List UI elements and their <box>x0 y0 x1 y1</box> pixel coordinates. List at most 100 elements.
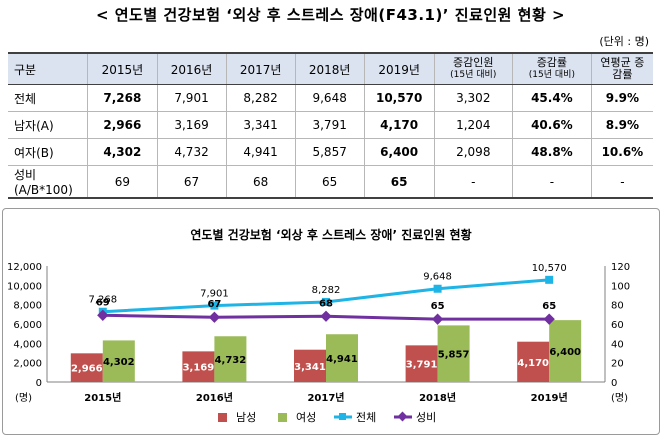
y-left-tick-label: 6,000 <box>13 320 42 331</box>
header-change-count-label: 증감인원 <box>453 56 494 69</box>
total-marker <box>322 297 330 306</box>
table-cell: 8,282 <box>225 84 296 112</box>
y-right-tick-label: 60 <box>611 320 624 331</box>
chart-title: 연도별 건강보험 ‘외상 후 스트레스 장애’ 진료인원 현황 <box>190 227 471 242</box>
table-row: 성비(A/B*100) 69 67 68 65 65- - - <box>8 165 653 199</box>
table-cell: 5,857 <box>294 138 365 166</box>
y-left-tick-label: 0 <box>36 378 42 389</box>
x-tick-label: 2015년 <box>84 391 121 404</box>
header-2016: 2016년 <box>156 52 227 85</box>
table-cell: 3,341 <box>225 111 296 139</box>
table-cell: 3,302 <box>433 84 513 112</box>
bar-data-label: 3,791 <box>406 360 438 371</box>
y-left-tick-label: 4,000 <box>13 339 42 350</box>
table-cell: 7,901 <box>156 84 227 112</box>
table-cell: - <box>511 165 592 199</box>
bar-data-label: 4,941 <box>326 354 358 365</box>
y-right-tick-label: 120 <box>611 262 630 273</box>
sex-ratio-marker <box>320 310 332 322</box>
sex-ratio-data-label: 65 <box>542 301 556 312</box>
header-change-count: 증감인원 (15년 대비) <box>433 52 513 85</box>
sex-ratio-data-label: 67 <box>207 299 221 310</box>
sex-ratio-data-label: 65 <box>431 301 445 312</box>
y-right-unit: (명) <box>611 392 628 404</box>
row-label: 여자(B) <box>8 138 88 166</box>
x-tick-label: 2019년 <box>531 391 568 404</box>
page-title: < 연도별 건강보험 ‘외상 후 스트레스 장애(F43.1)’ 진료인원 현황… <box>95 6 566 24</box>
y-left-tick-label: 12,000 <box>7 262 42 273</box>
table-row: 전체 7,268 7,901 8,282 9,648 10,570 3,302 45.4% 9.… <box>8 84 653 112</box>
table-row: 여자(B) 4,302 4,732 4,941 5,857 6,400 2,098 48.8%… <box>8 138 653 166</box>
header-change-rate-label: 증감률 <box>536 56 568 69</box>
bar-male <box>405 345 438 382</box>
total-data-label: 7,268 <box>88 295 117 306</box>
bar-data-label: 3,169 <box>183 363 215 374</box>
legend-swatch-marker <box>339 413 346 420</box>
combo-chart: 연도별 건강보험 ‘외상 후 스트레스 장애’ 진료인원 현황 0 2,000 4,0… <box>7 227 630 424</box>
table-header-row: 구분 2015년 2016년 2017년 2018년 2019년 증감인원 (1… <box>8 52 653 85</box>
total-data-label: 10,570 <box>532 263 567 274</box>
bar-data-label: 6,400 <box>549 347 581 358</box>
total-marker <box>545 275 554 284</box>
bar-data-label: 4,302 <box>103 357 135 368</box>
x-tick-label: 2016년 <box>196 391 233 404</box>
table-cell: 9.9% <box>590 84 653 112</box>
sex-ratio-marker <box>431 313 444 325</box>
y-left-tick-label: 2,000 <box>13 359 42 370</box>
bar-data-label: 3,341 <box>294 362 326 373</box>
header-change-rate: 증감률 (15년 대비) <box>511 52 592 85</box>
table-cell: 3,791 <box>294 111 365 139</box>
table-cell: - <box>433 165 513 199</box>
bar-data-label: 2,966 <box>71 364 103 375</box>
legend-swatch-marker <box>397 411 408 422</box>
legend-label: 여성 <box>296 411 316 424</box>
header-2017: 2017년 <box>225 52 296 85</box>
bar-data-label: 4,170 <box>517 358 549 369</box>
table-cell: 45.4% <box>511 84 592 112</box>
y-right-tick-label: 20 <box>611 359 624 370</box>
table-cell: 68 <box>225 165 296 199</box>
table-cell: 69 <box>87 165 158 199</box>
sex-ratio-marker <box>97 309 109 321</box>
table-cell: 9,648 <box>294 84 365 112</box>
y-right-tick-label: 0 <box>611 378 617 389</box>
sex-ratio-data-label: 69 <box>96 297 110 308</box>
sex-ratio-data-label: 68 <box>319 298 333 309</box>
chart-container: 연도별 건강보험 ‘외상 후 스트레스 장애’ 진료인원 현황 0 2,000 4,0… <box>2 208 660 435</box>
y-right-tick-label: 100 <box>611 281 630 292</box>
total-marker <box>210 301 219 310</box>
table-cell: 4,732 <box>156 138 227 166</box>
table-cell: 4,170 <box>363 111 435 139</box>
header-2018: 2018년 <box>294 52 365 85</box>
unit-note: (단위 : 명) <box>599 35 649 48</box>
y-right-tick-label: 80 <box>611 301 624 312</box>
table-cell: 10.6% <box>590 138 653 166</box>
bar-female <box>326 334 358 382</box>
bar-data-label: 4,732 <box>215 355 247 366</box>
y-left-unit: (명) <box>15 392 32 404</box>
table-cell: 8.9% <box>590 111 653 139</box>
table-cell: 2,966 <box>87 111 158 139</box>
sex-ratio-marker <box>208 311 221 323</box>
header-2015: 2015년 <box>87 52 158 85</box>
bar-female <box>214 336 247 382</box>
y-right-tick-label: 40 <box>611 339 624 350</box>
bar-male <box>70 353 103 382</box>
table-cell: 7,268 <box>87 84 158 112</box>
bar-male <box>294 349 326 382</box>
bar-female <box>549 320 582 382</box>
legend-swatch <box>218 413 227 422</box>
table-cell: 4,941 <box>225 138 296 166</box>
bar-female <box>102 340 135 382</box>
table-cell: 40.6% <box>511 111 592 139</box>
stats-table: 구분 2015년 2016년 2017년 2018년 2019년 증감인원 (1… <box>8 52 653 199</box>
table-cell: 2,098 <box>433 138 513 166</box>
y-left-tick-label: 8,000 <box>13 301 42 312</box>
total-data-label: 8,282 <box>312 285 341 296</box>
header-annual-rate: 연평균 증감률 <box>590 52 653 85</box>
table-cell: 67 <box>156 165 227 199</box>
table-cell: 65 <box>294 165 365 199</box>
table-cell: 1,204 <box>433 111 513 139</box>
row-label: 남자(A) <box>8 111 88 139</box>
total-data-label: 7,901 <box>200 289 229 300</box>
